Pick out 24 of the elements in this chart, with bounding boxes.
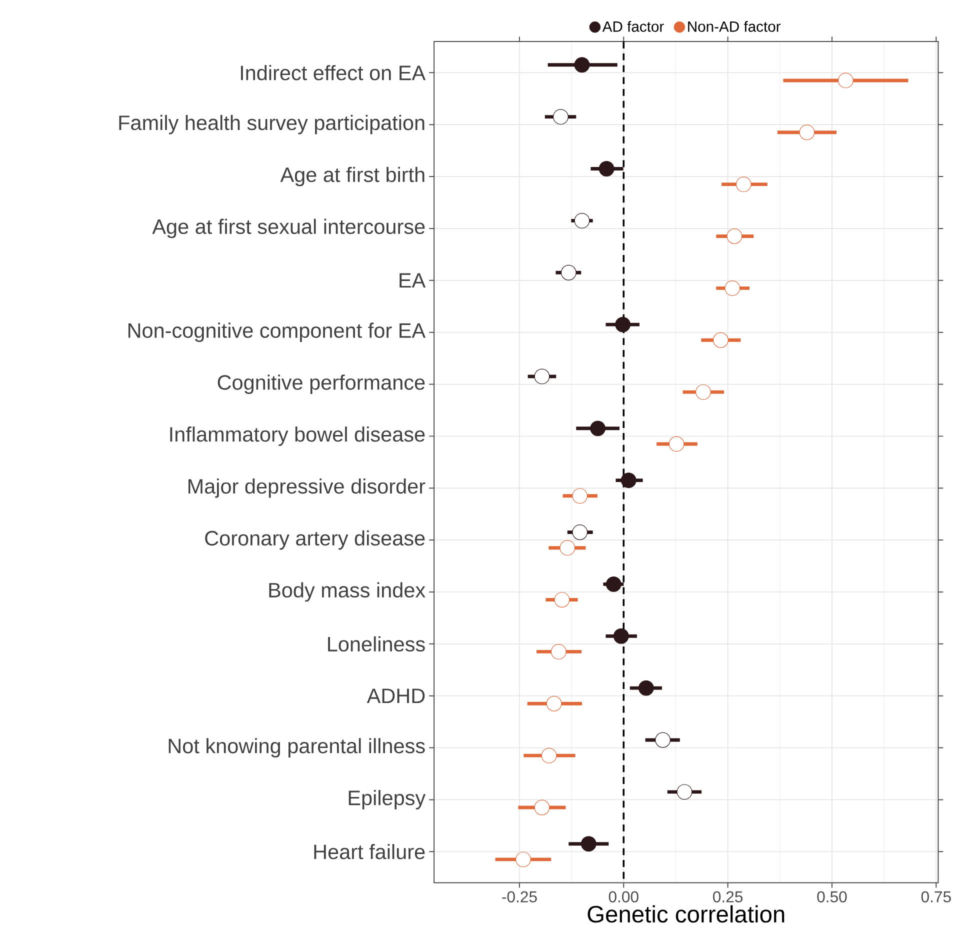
y-tick-label: Indirect effect on EA	[240, 64, 426, 80]
y-tick-label: Not knowing parental illness	[168, 738, 425, 758]
y-tick-label: Loneliness	[328, 636, 425, 652]
x-tick-label: 0.75	[921, 891, 951, 902]
x-axis-title: Genetic correlation	[588, 905, 784, 923]
legend-label: Non-AD factor	[688, 20, 781, 32]
y-tick-label: Heart failure	[314, 844, 425, 860]
y-tick-label: Age at first sexual intercourse	[152, 218, 425, 238]
y-tick-label: EA	[400, 273, 426, 288]
y-tick-label: Age at first birth	[280, 166, 424, 186]
y-tick-label: Coronary artery disease	[205, 530, 425, 550]
x-tick-label: 0.25	[713, 891, 743, 902]
y-tick-label: Inflammatory bowel disease	[170, 426, 425, 446]
x-tick-label: 0.50	[817, 891, 847, 902]
x-tick-label: 0.00	[608, 891, 638, 902]
y-tick-label: Epilepsy	[348, 790, 426, 810]
y-tick-label: Major depressive disorder	[188, 478, 426, 498]
x-tick-label: -0.25	[502, 891, 537, 902]
y-tick-label: Non-cognitive component for EA	[128, 322, 426, 342]
y-tick-label: Body mass index	[269, 582, 426, 602]
y-tick-label: Cognitive performance	[218, 374, 425, 394]
legend-label: AD factor	[602, 20, 664, 32]
y-tick-label: Family health survey participation	[119, 114, 424, 134]
y-tick-label: ADHD	[366, 688, 425, 703]
